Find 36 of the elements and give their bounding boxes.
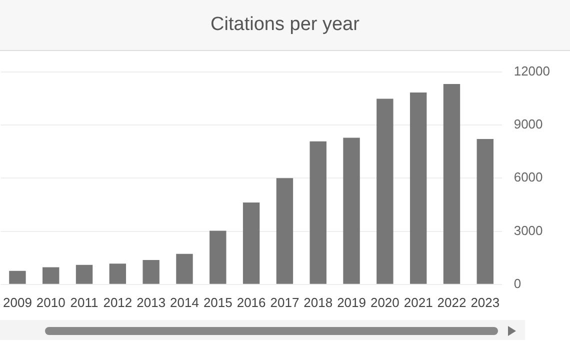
bar — [376, 98, 394, 284]
bar — [310, 141, 326, 284]
y-tick-label: 3000 — [514, 222, 543, 238]
bar — [109, 264, 126, 284]
y-tick-label: 6000 — [514, 170, 543, 185]
x-tick-label: 2010 — [36, 294, 66, 310]
bar — [476, 138, 494, 284]
bar — [276, 178, 294, 284]
bar — [210, 230, 226, 284]
bar — [443, 84, 460, 284]
x-tick-label: 2017 — [270, 294, 300, 310]
x-tick-label: 2021 — [404, 294, 433, 310]
bar — [76, 264, 93, 284]
x-tick-label: 2015 — [203, 294, 232, 310]
bar — [242, 202, 260, 284]
chart-title: Citations per year — [0, 0, 570, 51]
x-tick-label: 2018 — [304, 294, 333, 310]
x-tick-label: 2019 — [337, 294, 366, 310]
bar — [42, 267, 60, 284]
x-tick-label: 2011 — [70, 294, 98, 310]
x-tick-label: 2013 — [136, 294, 166, 310]
bar — [142, 260, 160, 284]
bar — [343, 138, 360, 284]
bar — [176, 254, 193, 284]
y-tick-label: 12000 — [514, 63, 550, 78]
x-tick-label: 2020 — [370, 294, 400, 310]
x-tick-label: 2014 — [170, 294, 199, 310]
x-tick-label: 2009 — [3, 294, 32, 310]
y-tick-label: 0 — [514, 276, 522, 291]
y-tick-label: 9000 — [514, 116, 543, 132]
bar — [9, 270, 26, 284]
x-tick-label: 2012 — [103, 294, 132, 310]
bar — [410, 92, 427, 284]
x-tick-label: 2022 — [437, 294, 466, 310]
x-tick-label: 2023 — [470, 294, 500, 310]
x-tick-label: 2016 — [236, 294, 266, 310]
